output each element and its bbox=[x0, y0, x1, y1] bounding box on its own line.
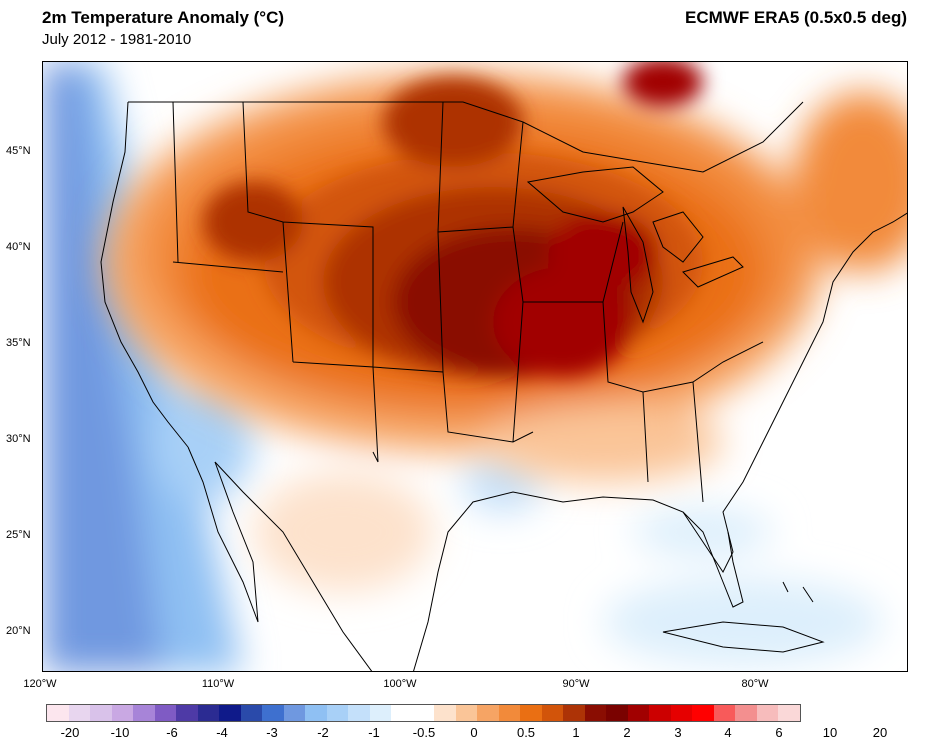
anomaly-map bbox=[42, 61, 908, 672]
colorbar-swatch bbox=[477, 705, 499, 721]
colorbar-swatch bbox=[756, 705, 778, 721]
colorbar-label: 1 bbox=[572, 725, 580, 740]
colorbar-label: -2 bbox=[317, 725, 329, 740]
colorbar-swatch bbox=[455, 705, 477, 721]
map-subtitle: July 2012 - 1981-2010 bbox=[42, 31, 192, 48]
colorbar-label: -4 bbox=[216, 725, 228, 740]
colorbar-swatch bbox=[584, 705, 606, 721]
colorbar-label: 2 bbox=[623, 725, 631, 740]
colorbar-label: -0.5 bbox=[412, 725, 436, 740]
colorbar bbox=[46, 704, 801, 722]
colorbar-label: -6 bbox=[166, 725, 178, 740]
colorbar-label: 0 bbox=[470, 725, 478, 740]
colorbar-label: -10 bbox=[110, 725, 130, 740]
anomaly-map-svg bbox=[43, 62, 907, 671]
colorbar-swatch bbox=[434, 705, 456, 721]
colorbar-swatch bbox=[219, 705, 241, 721]
lon-label: 100°W bbox=[383, 678, 417, 690]
lon-label: 120°W bbox=[23, 678, 57, 690]
colorbar-label: -20 bbox=[60, 725, 80, 740]
colorbar-swatch bbox=[68, 705, 90, 721]
colorbar-swatch bbox=[154, 705, 176, 721]
colorbar-label: 20 bbox=[872, 725, 888, 740]
colorbar-swatch bbox=[563, 705, 585, 721]
lon-label: 80°W bbox=[741, 678, 769, 690]
lat-label: 25°N bbox=[6, 529, 31, 541]
colorbar-swatch bbox=[197, 705, 219, 721]
colorbar-swatch bbox=[778, 705, 800, 721]
colorbar-swatch bbox=[692, 705, 714, 721]
lon-label: 90°W bbox=[562, 678, 590, 690]
colorbar-swatch bbox=[111, 705, 133, 721]
colorbar-swatch bbox=[735, 705, 757, 721]
colorbar-swatch bbox=[305, 705, 327, 721]
lat-label: 35°N bbox=[6, 337, 31, 349]
lat-label: 30°N bbox=[6, 433, 31, 445]
colorbar-swatch bbox=[391, 705, 413, 721]
colorbar-swatch bbox=[498, 705, 520, 721]
colorbar-swatch bbox=[627, 705, 649, 721]
colorbar-swatch bbox=[541, 705, 563, 721]
colorbar-swatch bbox=[606, 705, 628, 721]
colorbar-label: 0.5 bbox=[516, 725, 536, 740]
colorbar-swatch bbox=[283, 705, 305, 721]
colorbar-label: -3 bbox=[266, 725, 278, 740]
colorbar-swatch bbox=[670, 705, 692, 721]
colorbar-swatch bbox=[713, 705, 735, 721]
colorbar-swatch bbox=[262, 705, 284, 721]
colorbar-label: 10 bbox=[822, 725, 838, 740]
lat-label: 45°N bbox=[6, 145, 31, 157]
colorbar-swatch bbox=[240, 705, 262, 721]
colorbar-swatch bbox=[90, 705, 112, 721]
colorbar-swatch bbox=[348, 705, 370, 721]
lat-label: 20°N bbox=[6, 625, 31, 637]
colorbar-label: 3 bbox=[674, 725, 682, 740]
colorbar-swatch bbox=[133, 705, 155, 721]
colorbar-swatch bbox=[649, 705, 671, 721]
colorbar-swatch bbox=[176, 705, 198, 721]
colorbar-label: 4 bbox=[724, 725, 732, 740]
colorbar-swatch bbox=[47, 705, 69, 721]
colorbar-swatch bbox=[412, 705, 434, 721]
lon-label: 110°W bbox=[201, 678, 235, 690]
colorbar-swatch bbox=[520, 705, 542, 721]
data-source-label: ECMWF ERA5 (0.5x0.5 deg) bbox=[685, 8, 907, 27]
map-title: 2m Temperature Anomaly (°C) bbox=[42, 8, 285, 27]
colorbar-label: 6 bbox=[775, 725, 783, 740]
colorbar-label: -1 bbox=[368, 725, 380, 740]
colorbar-swatch bbox=[326, 705, 348, 721]
colorbar-swatch bbox=[369, 705, 391, 721]
lat-label: 40°N bbox=[6, 241, 31, 253]
